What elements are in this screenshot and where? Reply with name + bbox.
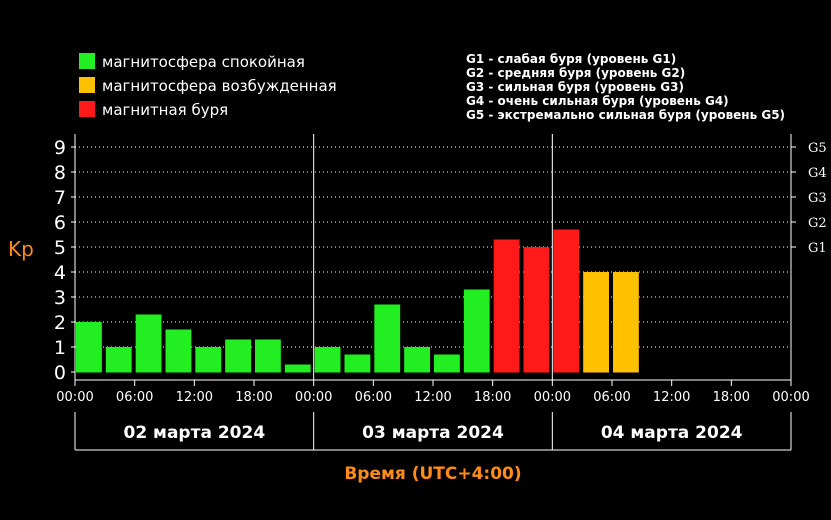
x-tick-label-4: 00:00 [295,390,332,405]
bar-12 [434,354,460,373]
bar-14 [493,239,520,373]
x-tick-label-8: 00:00 [534,390,571,405]
legend-label-active: магнитосфера возбужденная [102,77,337,95]
x-tick-label-11: 18:00 [713,390,750,405]
y-tick-label-1: 1 [54,337,66,359]
x-tick-label-5: 06:00 [355,390,392,405]
x-tick-label-3: 18:00 [235,390,272,405]
x-tick-label-1: 06:00 [116,390,153,405]
x-tick-label-9: 06:00 [593,390,630,405]
g-tick-label-G4: G4 [808,166,827,181]
y-tick-label-2: 2 [54,312,66,334]
bar-4 [195,347,222,373]
bar-2 [135,314,162,373]
legend-label-quiet: магнитосфера спокойная [102,53,305,71]
bar-1 [105,347,132,373]
storm-level-g2: G2 - средняя буря (уровень G2) [466,66,685,80]
legend-label-storm: магнитная буря [102,101,228,119]
g-ticks: G1 G2 G3 G4 G5 [791,141,827,256]
bar-16 [553,229,580,373]
bar-6 [255,339,281,373]
bar-7 [284,364,311,373]
x-tick-label-0: 00:00 [56,390,93,405]
g-tick-label-G3: G3 [808,191,827,206]
y-tick-label-5: 5 [54,237,66,259]
bar-17 [583,272,609,373]
g-tick-label-G2: G2 [808,216,827,231]
g-tick-label-G1: G1 [808,241,827,256]
day-label-2: 04 марта 2024 [601,423,743,443]
storm-level-g4: G4 - очень сильная буря (уровень G4) [466,94,729,108]
bar-15 [523,247,550,373]
bars [76,229,639,373]
bar-0 [76,322,102,373]
legend-swatch-active [79,77,95,93]
storm-level-g1: G1 - слабая буря (уровень G1) [466,52,676,66]
x-tick-label-10: 12:00 [653,390,690,405]
grid-lines [75,134,791,380]
y-tick-label-8: 8 [54,162,66,184]
y-tick-label-7: 7 [54,187,66,209]
x-tick-label-6: 12:00 [414,390,451,405]
bar-11 [404,347,430,373]
y-tick-label-6: 6 [54,212,66,234]
plot-area: 0 1 2 3 4 5 6 7 8 9 G1 G2 G3 G4 G5 00:00 06:00 12:00 18:… [54,134,827,405]
y-ticks: 0 1 2 3 4 5 6 7 8 9 [54,137,75,384]
y-tick-label-4: 4 [54,262,66,284]
bar-3 [165,329,192,373]
bar-5 [225,339,251,373]
storm-level-g5: G5 - экстремально сильная буря (уровень … [466,108,785,122]
storm-levels-legend: G1 - слабая буря (уровень G1) G2 - средн… [466,52,785,122]
legend-swatch-storm [79,101,95,117]
x-tick-label-2: 12:00 [176,390,213,405]
y-axis-label: Kp [8,237,34,261]
x-ticks: 00:00 06:00 12:00 18:00 00:00 06:00 12:00 18:00… [56,380,810,405]
storm-level-g3: G3 - сильная буря (уровень G3) [466,80,684,94]
x-tick-label-7: 18:00 [474,390,511,405]
day-label-0: 02 марта 2024 [123,423,265,443]
y-tick-label-3: 3 [54,287,66,309]
bar-9 [344,354,371,373]
legend: магнитосфера спокойная магнитосфера возб… [79,53,337,119]
x-tick-label-12: 00:00 [772,390,809,405]
y-tick-label-0: 0 [54,362,66,384]
y-tick-label-9: 9 [54,137,66,159]
bar-18 [613,272,639,373]
bar-8 [314,347,341,373]
bar-10 [374,304,401,373]
g-tick-label-G5: G5 [808,141,827,156]
day-labels: 02 марта 2024 03 марта 2024 04 марта 2024 [74,412,792,451]
day-label-1: 03 марта 2024 [362,423,504,443]
x-axis-label: Время (UTC+4:00) [344,464,521,484]
legend-swatch-quiet [79,53,95,69]
bar-13 [463,289,490,373]
